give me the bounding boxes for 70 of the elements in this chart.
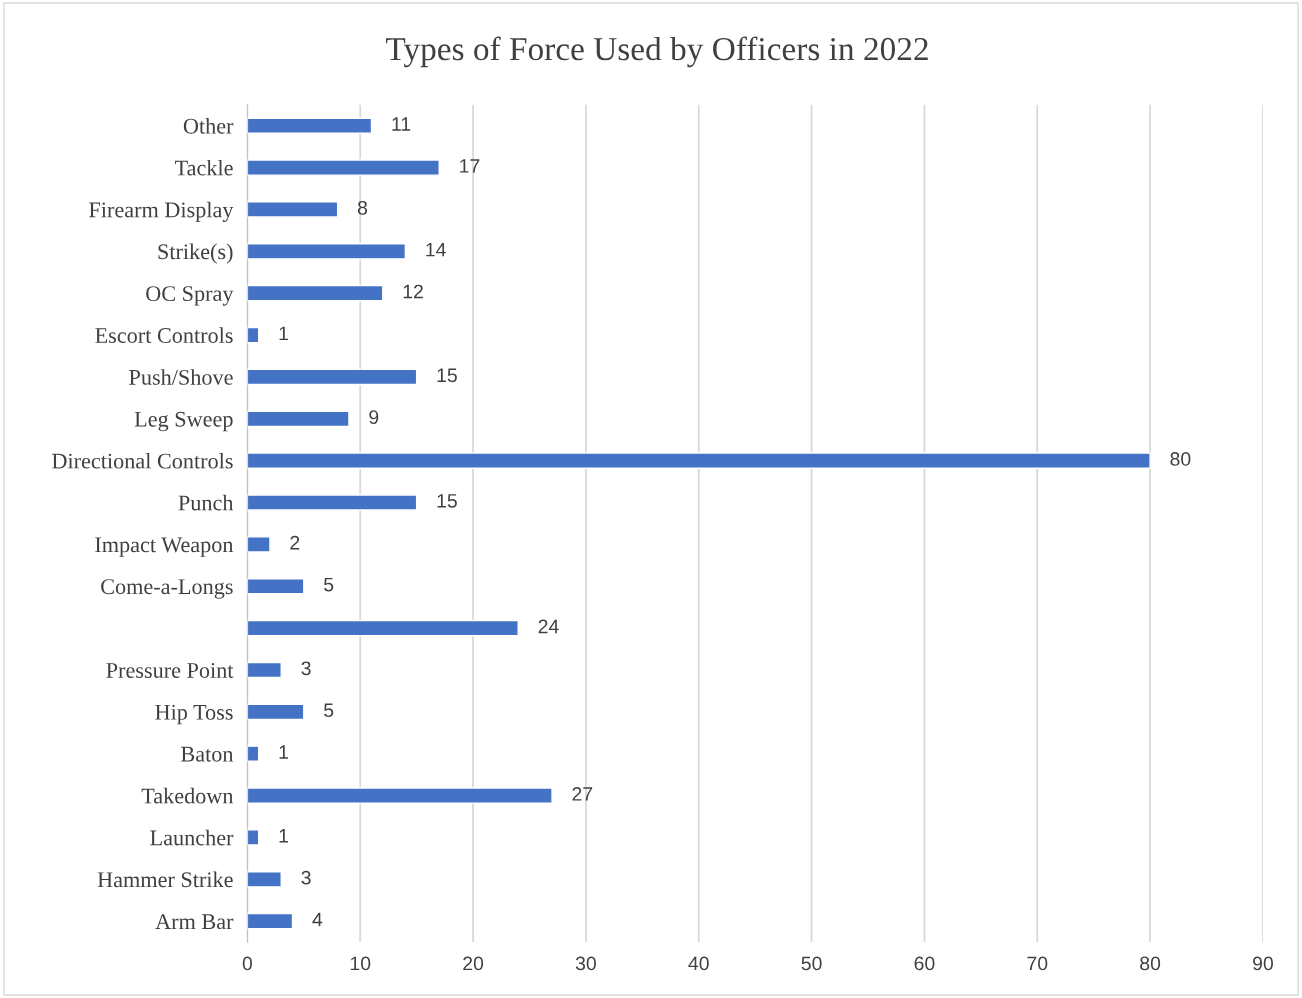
bar xyxy=(247,912,294,930)
bar xyxy=(247,703,305,721)
bar xyxy=(247,326,260,344)
bar xyxy=(247,284,384,302)
x-tick-label: 30 xyxy=(575,956,596,971)
y-tick-label: Pressure Point xyxy=(106,662,234,678)
bar xyxy=(247,661,282,679)
y-tick-label: Firearm Display xyxy=(89,201,234,222)
x-tick-label: 80 xyxy=(1140,956,1161,971)
bar xyxy=(247,243,407,260)
y-tick-label: Hammer Strike xyxy=(97,871,233,888)
data-label: 3 xyxy=(301,870,311,885)
data-label: 27 xyxy=(572,787,593,801)
data-label: 17 xyxy=(460,159,480,173)
bar xyxy=(247,201,339,218)
bar xyxy=(247,871,282,888)
data-label: 1 xyxy=(279,326,288,341)
bar xyxy=(247,410,350,428)
x-tick-label: 40 xyxy=(688,956,709,971)
x-tick-label: 20 xyxy=(463,956,484,971)
x-tick-label: 0 xyxy=(242,956,253,971)
bar xyxy=(247,368,418,386)
y-tick-label: Arm Bar xyxy=(155,914,234,930)
data-label: 2 xyxy=(290,535,300,550)
bar xyxy=(247,117,373,134)
x-tick-label: 70 xyxy=(1027,956,1048,971)
y-tick-label: OC Spray xyxy=(146,286,234,306)
bar xyxy=(247,536,271,553)
bar xyxy=(247,745,260,762)
y-tick-label: Leg Sweep xyxy=(134,411,233,432)
data-label: 5 xyxy=(324,577,334,592)
y-tick-label: Punch xyxy=(178,494,234,511)
data-label: 1 xyxy=(279,745,288,759)
bar xyxy=(247,787,553,804)
data-label: 4 xyxy=(312,912,323,927)
chart-title: Types of Force Used by Officers in 2022 xyxy=(386,36,928,68)
data-label: 1 xyxy=(279,829,288,843)
x-tick-label: 10 xyxy=(350,956,371,971)
data-label: 9 xyxy=(369,410,379,425)
data-label: 14 xyxy=(426,242,446,257)
y-tick-label: Baton xyxy=(181,746,234,762)
data-label: 15 xyxy=(437,494,457,508)
y-tick-label: Launcher xyxy=(150,829,234,846)
data-label: 12 xyxy=(403,284,423,299)
y-tick-label: Tackle xyxy=(175,159,233,176)
y-tick-label: Other xyxy=(183,118,234,134)
data-label: 3 xyxy=(301,661,311,676)
y-tick-label: Takedown xyxy=(141,787,234,804)
y-tick-label: Impact Weapon xyxy=(95,537,234,557)
data-label: 5 xyxy=(324,703,334,718)
data-label: 8 xyxy=(357,200,368,215)
bar xyxy=(247,619,519,637)
bar xyxy=(247,829,260,846)
x-tick-label: 90 xyxy=(1253,956,1273,971)
y-tick-label: Strike(s) xyxy=(158,243,233,264)
bar xyxy=(247,159,440,176)
y-tick-label: Hip Toss xyxy=(155,704,233,725)
data-label: 11 xyxy=(392,117,411,131)
y-tick-label: Push/Shove xyxy=(129,369,233,385)
data-label: 15 xyxy=(437,368,457,383)
data-label: 80 xyxy=(1170,452,1191,466)
data-label: 24 xyxy=(538,619,559,634)
bar xyxy=(247,578,305,595)
x-tick-label: 60 xyxy=(914,956,935,971)
y-tick-label: Escort Controls xyxy=(95,327,233,343)
y-tick-label: Directional Controls xyxy=(52,452,233,469)
bar xyxy=(247,494,418,511)
y-tick-label: Come-a-Longs xyxy=(101,579,233,599)
x-tick-label: 50 xyxy=(801,956,822,971)
bar xyxy=(247,452,1151,469)
